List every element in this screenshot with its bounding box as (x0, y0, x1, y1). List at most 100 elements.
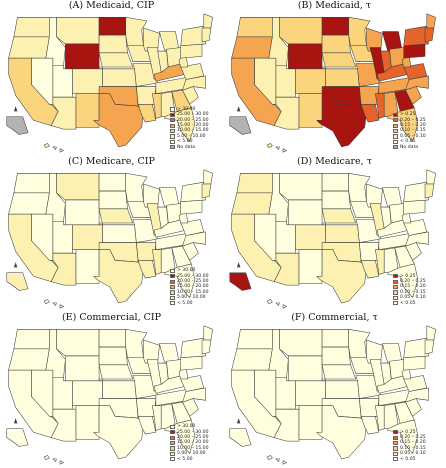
state-me (203, 325, 213, 341)
legend-label: > 30.00 (177, 424, 196, 430)
legend-label: 25.00 – 30.00 (177, 112, 209, 118)
legend-item: 10.00 – 15.00 (170, 290, 209, 295)
legend-swatch (170, 435, 175, 440)
legend-item: 5.00 – 10.00 (170, 295, 209, 300)
state-nc (405, 75, 429, 91)
legend-label: 5.00 – 10.00 (177, 133, 206, 139)
state-wa (13, 329, 50, 350)
legend-item: 0.15 – 0.20 (393, 440, 426, 445)
legend-item: 10.00 – 15.00 (170, 128, 209, 133)
state-ak (229, 428, 252, 447)
state-nd (98, 173, 126, 192)
legend-item: > 0.25 (393, 274, 426, 279)
legend-item: 10.00 – 15.00 (170, 446, 209, 451)
state-fl (387, 263, 419, 298)
legend-item: 0.15 – 0.20 (393, 284, 426, 289)
state-wa (13, 17, 50, 38)
state-ak (229, 116, 252, 135)
state-or (231, 192, 273, 215)
state-nd (321, 329, 349, 348)
legend-label: 20.00 – 25.00 (177, 278, 209, 284)
state-ak (6, 272, 29, 291)
map-panel: (D) Medicare, τ > 0.25 0.20 – 0.25 0.15 – 0… (223, 156, 446, 312)
state-ny (403, 25, 429, 46)
legend-item: 0.10 – 0.15 (393, 128, 426, 133)
legend-label: 25.00 – 30.00 (177, 273, 209, 279)
state-va (180, 63, 205, 80)
legend-item: 0.05 – 0.10 (393, 295, 426, 300)
state-me (203, 169, 213, 185)
legend-swatch (393, 435, 398, 440)
state-ut (275, 376, 296, 410)
legend-swatch (393, 279, 398, 284)
legend-swatch (170, 145, 175, 150)
legend-label: 0.15 – 0.20 (400, 122, 426, 128)
state-ny (180, 181, 206, 202)
legend-label: No data (400, 144, 419, 150)
legend-swatch (393, 118, 398, 123)
legend-swatch (170, 139, 175, 144)
state-la (137, 104, 157, 123)
legend-label: 15.00 – 20.00 (177, 284, 209, 290)
legend-item: 25.00 – 30.00 (170, 430, 209, 435)
state-va (180, 375, 205, 392)
state-ne (98, 52, 134, 70)
legend-item: > 30.00 (170, 268, 209, 273)
legend: > 30.00 25.00 – 30.00 20.00 – 25.00 15.00 –… (170, 424, 209, 462)
state-mo (132, 219, 158, 243)
state-ks (102, 68, 137, 87)
state-la (137, 260, 157, 279)
legend-item: < 5.00 (170, 139, 209, 144)
legend-swatch (393, 274, 398, 279)
state-me (426, 13, 436, 29)
state-wy (288, 43, 323, 70)
state-ut (52, 220, 73, 254)
state-new-england (424, 339, 435, 355)
state-mt (279, 329, 323, 357)
legend-label: 20.00 – 25.00 (177, 434, 209, 440)
state-nd (321, 17, 349, 36)
legend-label: < 0.05 (400, 139, 416, 145)
map-panel: (A) Medicaid, CIP > 30.00 25.00 – 30.00 20.… (0, 0, 223, 156)
panel-title: (E) Commercial, CIP (61, 312, 162, 323)
legend-label: 25.00 – 30.00 (177, 429, 209, 435)
state-hi (43, 455, 64, 465)
legend-label: 10.00 – 15.00 (177, 289, 209, 295)
legend-label: 20.00 – 25.00 (177, 117, 209, 123)
state-tx (316, 93, 367, 148)
legend-label: > 30.00 (177, 268, 196, 274)
state-or (231, 348, 273, 371)
legend-label: 15.00 – 20.00 (177, 122, 209, 128)
state-nc (182, 75, 206, 91)
state-mt (279, 173, 323, 201)
legend-label: > 0.25 (400, 112, 416, 118)
legend-label: < 5.00 (177, 456, 193, 462)
state-co (295, 224, 326, 250)
state-nm (298, 405, 323, 440)
state-new-england (424, 27, 435, 43)
legend-item: 0.20 – 0.25 (393, 279, 426, 284)
state-wa (236, 329, 273, 350)
state-wy (65, 199, 100, 226)
legend-label: > 0.25 (400, 273, 416, 279)
legend-swatch (393, 301, 398, 306)
state-wy (288, 199, 323, 226)
state-nd (321, 173, 349, 192)
legend-item: 25.00 – 30.00 (170, 274, 209, 279)
legend-item: < 0.05 (393, 301, 426, 306)
state-sd (321, 190, 351, 210)
state-ne (321, 208, 357, 226)
legend-label: 5.00 – 10.00 (177, 295, 206, 301)
state-nm (75, 93, 100, 128)
state-wa (13, 173, 50, 194)
legend-swatch (393, 123, 398, 128)
us-state-map (229, 325, 436, 465)
state-mt (56, 173, 100, 201)
state-ut (275, 220, 296, 254)
state-nc (182, 387, 206, 403)
legend-swatch (170, 424, 175, 429)
state-la (137, 416, 157, 435)
legend-swatch (393, 290, 398, 295)
legend-label: < 5.00 (177, 300, 193, 306)
state-nm (75, 249, 100, 284)
